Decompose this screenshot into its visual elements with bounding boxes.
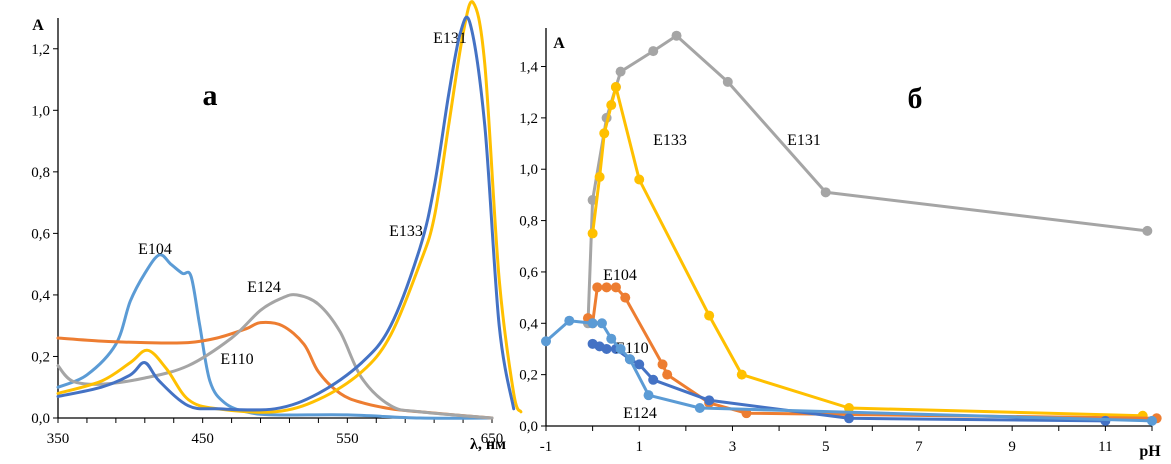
data-point-e131 xyxy=(615,66,626,77)
data-point-e124 xyxy=(615,343,626,354)
data-point-e124 xyxy=(564,315,575,326)
y-tick-label: 0,8 xyxy=(31,165,50,181)
series-label-e133: E133 xyxy=(653,132,687,149)
x-axis-label: λ, нм xyxy=(470,436,506,453)
data-point-e133 xyxy=(610,82,621,93)
data-point-e104 xyxy=(610,282,621,293)
data-point-e110 xyxy=(704,395,715,406)
data-point-e104 xyxy=(662,369,673,380)
panel-label: б xyxy=(908,82,923,115)
x-tick-label: 7 xyxy=(915,439,923,455)
data-point-e104 xyxy=(657,359,668,370)
data-point-e133 xyxy=(736,369,747,380)
series-label-e131: E131 xyxy=(787,132,821,149)
data-point-e110 xyxy=(634,359,645,370)
y-tick-label: 0,2 xyxy=(519,368,538,384)
series-label-e124: E124 xyxy=(247,279,281,296)
data-point-e124 xyxy=(643,390,654,401)
data-point-e110 xyxy=(601,343,612,354)
series-line-e124 xyxy=(56,293,494,420)
data-point-e124 xyxy=(1147,415,1157,426)
x-tick-label: 350 xyxy=(47,431,70,447)
x-tick-label: 1 xyxy=(635,439,643,455)
data-point-e133 xyxy=(704,310,715,321)
data-point-e104 xyxy=(620,292,631,303)
x-tick-label: 550 xyxy=(336,431,359,447)
data-point-e124 xyxy=(624,354,635,365)
data-point-e124 xyxy=(606,333,617,344)
x-tick-label: 3 xyxy=(729,439,737,455)
series-label-e104: E104 xyxy=(138,241,172,258)
data-point-e133 xyxy=(606,100,617,111)
data-point-e131 xyxy=(648,46,659,57)
series-line-e124 xyxy=(544,319,1154,423)
x-tick-label: -1 xyxy=(540,439,553,455)
data-point-e133 xyxy=(844,403,854,414)
y-tick-label: 0,4 xyxy=(519,316,538,332)
y-axis-label: A xyxy=(553,35,565,52)
y-tick-label: 1,0 xyxy=(519,162,538,178)
series-label-e124: E124 xyxy=(623,405,657,422)
panel-b: 0,0 0,2 0,4 0,6 0,8 1,0 1,2 1,4 -1 1 3 5 7 9 11 E131 E13… xyxy=(519,28,1162,460)
data-point-e131 xyxy=(820,187,831,198)
data-point-e104 xyxy=(592,282,603,293)
y-tick-label: 0,6 xyxy=(31,226,50,242)
data-point-e124 xyxy=(587,318,598,329)
x-tick-label: 450 xyxy=(191,431,214,447)
series-label-e110: E110 xyxy=(220,351,253,368)
series-line-e104 xyxy=(56,253,494,420)
data-point-e133 xyxy=(587,228,598,239)
x-tick-label: 9 xyxy=(1008,439,1016,455)
data-point-e133 xyxy=(599,128,610,139)
data-point-e110 xyxy=(844,413,854,424)
y-tick-label: 1,4 xyxy=(519,60,538,76)
data-point-e133 xyxy=(634,174,645,185)
y-axis-label: A xyxy=(32,17,44,34)
data-point-e110 xyxy=(648,374,659,385)
x-axis-label: pH xyxy=(1139,443,1161,460)
series-line-e131 xyxy=(56,0,523,414)
y-tick-label: 0,6 xyxy=(519,265,538,281)
y-tick-label: 0,4 xyxy=(31,288,50,304)
series-line-e110 xyxy=(56,320,494,420)
panel-label: а xyxy=(203,79,218,112)
y-tick-label: 0,0 xyxy=(31,411,50,427)
x-tick-label: 11 xyxy=(1098,439,1112,455)
data-point-e131 xyxy=(1142,225,1153,236)
data-point-e124 xyxy=(541,336,551,347)
series-line-e133 xyxy=(591,85,1145,418)
data-point-e104 xyxy=(601,282,612,293)
y-tick-label: 0,8 xyxy=(519,214,538,230)
data-point-e131 xyxy=(671,30,682,41)
x-tick-label: 650 xyxy=(481,431,504,447)
y-tick-label: 0,0 xyxy=(519,419,538,435)
series-label-e133: E133 xyxy=(389,223,423,240)
data-point-e124 xyxy=(596,318,607,329)
x-tick-label: 5 xyxy=(822,439,830,455)
y-tick-label: 0,2 xyxy=(31,349,50,365)
series-line-e104 xyxy=(586,285,1159,420)
series-line-e133 xyxy=(56,15,516,412)
data-point-e131 xyxy=(722,76,733,87)
panel-a: 0,0 0,2 0,4 0,6 0,8 1,0 1,2 350 450 550 650 E104 E11… xyxy=(31,0,523,453)
y-tick-label: 1,2 xyxy=(31,42,50,58)
y-tick-label: 1,2 xyxy=(519,111,538,127)
data-point-e124 xyxy=(694,403,705,414)
series-line-e131 xyxy=(586,34,1149,325)
data-point-e133 xyxy=(594,171,605,182)
series-label-e104: E104 xyxy=(603,267,637,284)
y-tick-label: 1,0 xyxy=(31,103,50,119)
